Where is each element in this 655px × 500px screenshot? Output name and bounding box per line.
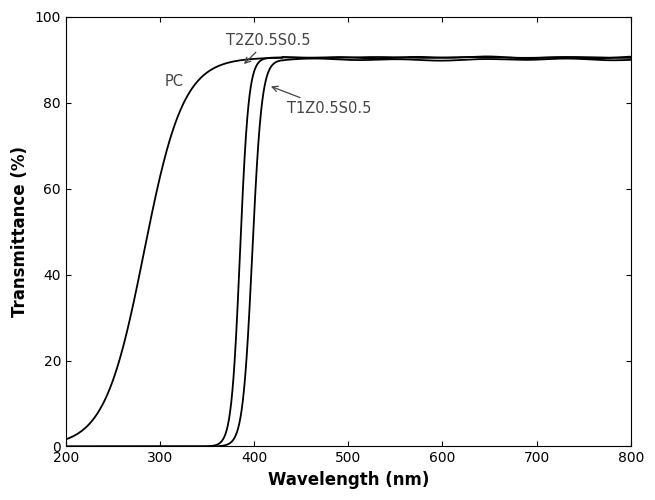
X-axis label: Wavelength (nm): Wavelength (nm) <box>268 471 429 489</box>
Text: T1Z0.5S0.5: T1Z0.5S0.5 <box>272 86 371 117</box>
Text: T2Z0.5S0.5: T2Z0.5S0.5 <box>226 32 310 63</box>
Text: PC: PC <box>165 74 184 88</box>
Y-axis label: Transmittance (%): Transmittance (%) <box>11 146 29 317</box>
